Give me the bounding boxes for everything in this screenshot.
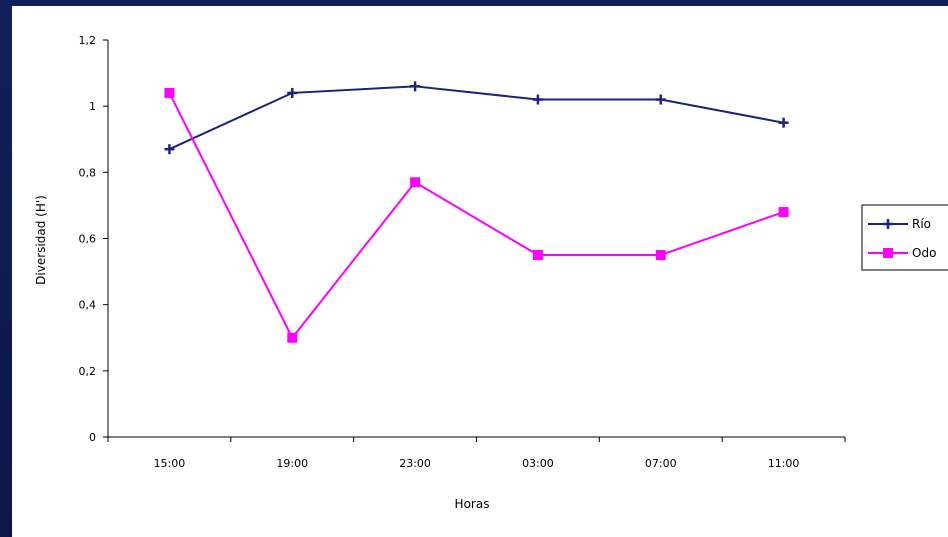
y-axis-title: Diversidad (H') [34,195,48,285]
legend-label: Odo [912,246,936,260]
y-tick-label: 0,2 [79,365,97,378]
x-tick-labels: 15:00 19:00 23:00 03:00 07:00 11:00 [154,457,800,470]
series-line-1 [169,85,784,151]
x-tick-label: 03:00 [522,457,554,470]
y-tick-label: 1 [89,100,96,113]
data-point-square [532,250,543,261]
data-point-square [655,250,666,261]
y-tick-labels: 0 0,2 0,4 0,6 0,8 1 1,2 [79,34,97,444]
chart-axes [103,39,846,442]
data-point-plus [164,144,175,155]
y-tick-label: 0,6 [79,233,97,246]
series-lines [168,85,784,340]
x-tick-label: 15:00 [154,457,186,470]
data-point-plus [532,94,543,105]
data-point-square [778,207,789,218]
legend-item-1: Río [868,217,931,231]
y-tick-label: 0,4 [79,299,97,312]
legend-item-2: Odo [868,246,936,260]
y-tick-label: 0,8 [79,166,97,179]
legend: Río Odo [861,204,948,271]
x-tick-label: 11:00 [768,457,800,470]
legend-marker-square [883,248,893,258]
x-tick-label: 19:00 [276,457,308,470]
legend-label: Río [912,217,931,231]
x-axis-title: Horas [455,497,490,511]
data-point-plus [778,117,789,128]
data-point-plus [655,94,666,105]
series-line-2 [168,92,784,340]
legend-box [861,204,948,271]
data-point-square [410,177,421,188]
data-point-square [287,332,298,343]
data-point-plus [410,81,421,92]
data-point-square [164,87,175,98]
x-tick-label: 23:00 [399,457,431,470]
y-tick-label: 1,2 [79,34,97,47]
x-tick-label: 07:00 [645,457,677,470]
series-markers [164,81,789,343]
y-tick-label: 0 [89,431,96,444]
data-point-plus [287,87,298,98]
